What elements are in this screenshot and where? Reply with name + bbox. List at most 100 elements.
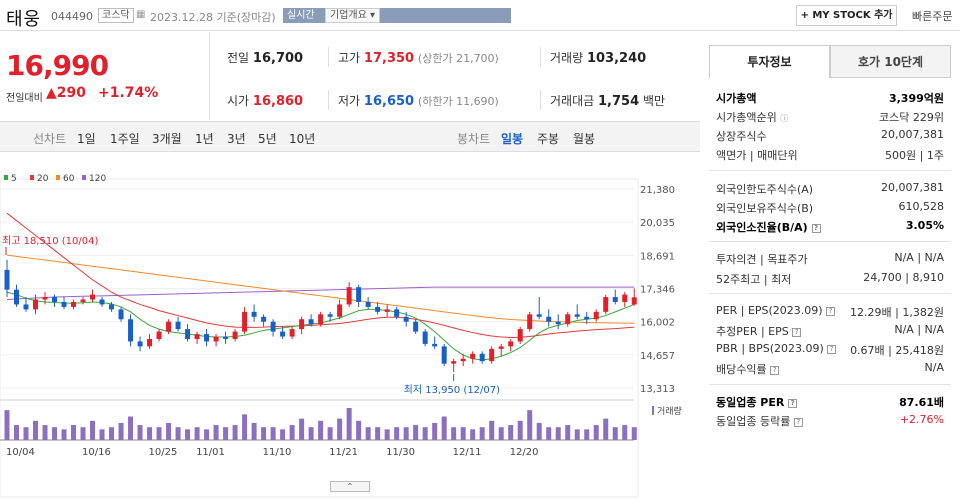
volume-bar — [175, 427, 181, 440]
candle-body — [166, 321, 172, 332]
candle-weekly[interactable]: 주봉 — [537, 132, 560, 146]
ma-legend-label: 120 — [89, 174, 106, 184]
stat-volume: 거래량 103,240 — [550, 49, 646, 66]
divider — [709, 170, 951, 171]
period-10y[interactable]: 10년 — [289, 132, 316, 146]
value: N/A | N/A — [894, 323, 944, 336]
stock-chart[interactable]: 21,380 20,035 18,691 17,346 16,002 14,657 13,3… — [0, 155, 700, 500]
candle-body — [394, 309, 400, 317]
volume-bar — [61, 429, 67, 440]
volume-bar — [441, 416, 447, 440]
candle-body — [147, 338, 153, 347]
value: 0.67배 | 25,418원 — [850, 344, 944, 357]
help-icon[interactable]: ? — [770, 365, 780, 375]
period-1d[interactable]: 1일 — [77, 132, 96, 146]
candle-body — [52, 297, 58, 302]
help-icon[interactable]: ? — [826, 306, 836, 316]
period-3y[interactable]: 3년 — [227, 132, 246, 146]
help-icon[interactable]: ? — [827, 344, 837, 354]
candle-daily[interactable]: 일봉 — [501, 132, 524, 146]
candle-body — [61, 301, 67, 307]
stock-name: 태웅 — [6, 9, 42, 30]
volume-bar — [327, 427, 333, 440]
candle-body — [194, 334, 200, 339]
help-icon[interactable]: ? — [793, 417, 803, 427]
volume-bar — [365, 427, 371, 440]
candle-body — [299, 319, 305, 330]
right-panel — [702, 32, 960, 500]
volume-bar — [128, 416, 134, 440]
candle-body — [204, 334, 210, 342]
candle-body — [622, 294, 628, 302]
period-5y[interactable]: 5년 — [258, 132, 277, 146]
company-info-dropdown[interactable]: 기업개요 ▾ — [325, 8, 380, 23]
volume-value: 103,240 — [586, 51, 647, 66]
label: PBR | BPS(2023.09) ? — [716, 342, 837, 355]
ma-legend-swatch — [4, 175, 8, 180]
candle-chart-label[interactable]: 봉차트 — [457, 132, 491, 146]
candle-body — [413, 321, 419, 332]
period-1y[interactable]: 1년 — [195, 132, 214, 146]
volume-bar — [99, 429, 105, 440]
volume-bar — [194, 427, 200, 440]
x-tick-label: 12/11 — [453, 447, 482, 458]
candle-body — [631, 297, 637, 305]
candle-monthly[interactable]: 월봉 — [573, 132, 596, 146]
volume-bar — [479, 427, 485, 440]
period-3m[interactable]: 3개월 — [152, 132, 182, 146]
realtime-button[interactable]: 실시간 — [283, 8, 511, 23]
y-tick-label: 21,380 — [640, 185, 675, 196]
candle-body — [536, 314, 542, 317]
low-annotation: 최저 13,950 (12/07) — [404, 384, 500, 396]
y-tick-label: 13,313 — [640, 384, 675, 395]
label: 투자의견 | 목표주가 — [716, 253, 808, 266]
volume-bar — [232, 425, 238, 440]
stat-high: 고가 17,350 (상한가 21,700) — [338, 49, 499, 66]
period-1w[interactable]: 1주일 — [110, 132, 140, 146]
stat-prev: 전일 16,700 — [227, 49, 303, 66]
candle-body — [232, 331, 238, 339]
candle-body — [90, 294, 96, 300]
candle-body — [441, 346, 447, 364]
row-shares: 상장주식수 20,007,381 — [716, 128, 944, 146]
amount-value: 1,754 — [598, 94, 640, 109]
row-par: 액면가 | 매매단위 500원 | 1주 — [716, 147, 944, 165]
volume-legend-label: 거래량 — [657, 405, 682, 417]
candle-body — [337, 304, 343, 317]
value: 20,007,381 — [881, 128, 944, 141]
ma-legend-swatch — [82, 175, 86, 180]
high-label: 고가 — [338, 51, 361, 65]
value: 3,399억원 — [888, 92, 944, 105]
volume-bar — [346, 408, 352, 440]
volume-bar — [14, 425, 20, 440]
candle-body — [80, 299, 86, 302]
change-label: 전일대비 — [6, 93, 43, 104]
candle-body — [384, 309, 390, 312]
candle-body — [118, 309, 124, 320]
candle-body — [375, 306, 381, 312]
value: 코스닥 229위 — [879, 111, 944, 124]
value: 87.61배 — [899, 396, 944, 409]
value: 610,528 — [898, 200, 945, 213]
candle-body — [470, 353, 476, 359]
help-icon[interactable]: ? — [788, 398, 798, 408]
chart-scroll-handle[interactable]: ⌃ — [330, 481, 370, 492]
quick-order-link[interactable]: 빠른주문 — [912, 10, 953, 23]
tab-invest-info[interactable]: 투자정보 — [709, 45, 830, 78]
market-badge: 코스닥 — [98, 8, 134, 23]
help-icon[interactable]: ? — [792, 327, 802, 337]
prev-label: 전일 — [227, 51, 250, 65]
candle-body — [308, 319, 314, 325]
current-price: 16,990 — [6, 49, 109, 82]
tab-quote-10[interactable]: 호가 10단계 — [830, 45, 951, 78]
help-icon[interactable]: ? — [811, 223, 821, 233]
volume-bar — [593, 425, 599, 440]
my-stock-add-button[interactable]: + MY STOCK 추가 — [796, 5, 897, 26]
volume-bar — [289, 425, 295, 440]
volume-bar — [356, 420, 362, 440]
volume-bar — [413, 425, 419, 440]
line-chart-label[interactable]: 선차트 — [33, 132, 67, 146]
candle-body — [565, 314, 571, 325]
candle-body — [555, 321, 561, 325]
row-opinion: 투자의견 | 목표주가 N/A | N/A — [716, 251, 944, 269]
